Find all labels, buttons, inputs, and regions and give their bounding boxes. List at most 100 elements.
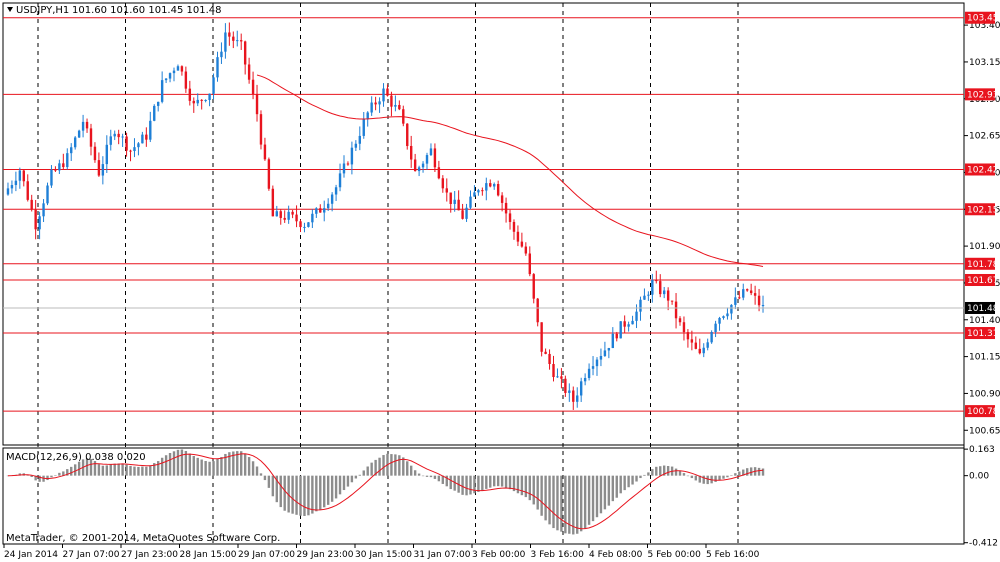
macd-bar <box>742 469 745 476</box>
candle-body <box>311 213 314 223</box>
macd-bar <box>647 472 650 476</box>
candle-body <box>109 136 112 145</box>
macd-bar <box>678 470 682 476</box>
macd-bar <box>659 466 662 476</box>
macd-bar <box>674 468 678 476</box>
level-label: 102.15 <box>967 205 999 215</box>
candle-body <box>659 281 662 295</box>
candle-body <box>627 324 630 327</box>
candle-body <box>346 163 350 165</box>
macd-bar <box>666 466 670 476</box>
macd-bar <box>145 466 148 476</box>
candle-body <box>160 80 164 102</box>
candle-body <box>587 368 591 378</box>
macd-bar <box>279 475 282 508</box>
macd-bar <box>176 449 180 476</box>
candle-body <box>651 279 654 295</box>
macd-bar <box>283 475 286 511</box>
macd-bar <box>394 454 397 476</box>
candle-body <box>113 133 116 137</box>
macd-bar <box>718 475 721 481</box>
candle-body <box>149 120 152 140</box>
candle-body <box>287 211 290 220</box>
candle-body <box>611 333 615 349</box>
macd-bar <box>315 475 318 512</box>
triangle-down-icon[interactable] <box>7 7 13 12</box>
candle-body <box>738 297 741 299</box>
candle-body <box>694 342 698 349</box>
macd-bar <box>319 475 322 510</box>
macd-bar <box>164 455 168 476</box>
candle-body <box>532 274 535 299</box>
macd-bar <box>722 475 725 479</box>
candle-body <box>576 395 579 402</box>
candle-body <box>97 160 101 176</box>
time-tick-label: 31 Jan 07:00 <box>414 550 471 560</box>
ohlc-readout: 101.60 101.60 101.45 101.48 <box>72 5 222 16</box>
candle-body <box>631 320 634 325</box>
macd-bar <box>465 475 468 496</box>
candle-body <box>378 101 381 105</box>
candle-body <box>240 40 243 42</box>
candle-body <box>742 289 745 298</box>
macd-bar <box>512 475 516 492</box>
macd-bar <box>619 475 622 494</box>
macd-bar <box>366 466 369 476</box>
macd-bar <box>85 458 89 476</box>
candle-body <box>572 390 575 402</box>
candle-body <box>746 289 749 291</box>
macd-bar <box>417 473 421 476</box>
candle-body <box>370 102 373 113</box>
macd-bar <box>524 475 528 498</box>
time-tick-label: 30 Jan 15:00 <box>355 550 412 560</box>
level-label-bg <box>965 203 995 216</box>
candle-body <box>38 216 41 230</box>
candle-body <box>674 301 678 319</box>
level-label-bg <box>965 405 995 418</box>
macd-bar <box>576 475 579 534</box>
candle-body <box>291 211 294 215</box>
macd-bar <box>240 451 243 476</box>
macd-bar <box>540 475 543 516</box>
macd-panel <box>2 447 965 545</box>
macd-bar <box>469 475 472 495</box>
candle-body <box>603 350 607 356</box>
candle-body <box>734 297 737 305</box>
macd-bar <box>635 475 638 482</box>
macd-bar <box>568 475 571 534</box>
macd-bar <box>228 452 231 476</box>
macd-bar <box>536 475 539 510</box>
macd-bar <box>54 475 57 476</box>
candle-body <box>394 104 397 107</box>
candle-body <box>30 199 33 210</box>
candle-body <box>180 66 184 72</box>
price-tick-label: 101.40 <box>969 316 1000 326</box>
candle-body <box>295 214 298 222</box>
macd-bar <box>334 475 338 499</box>
candle-body <box>228 32 231 37</box>
candle-body <box>192 100 195 104</box>
candle-body <box>334 187 338 195</box>
candle-body <box>449 192 452 204</box>
candle-body <box>307 222 310 227</box>
candle-body <box>10 185 14 189</box>
macd-bar <box>706 475 709 485</box>
candle-body <box>358 135 362 144</box>
candle-body <box>42 203 45 217</box>
macd-bar <box>70 466 73 476</box>
macd-bar <box>346 475 350 487</box>
level-label: 100.78 <box>967 407 999 417</box>
macd-bar <box>374 459 377 476</box>
macd-bar <box>528 475 531 501</box>
candle-body <box>267 159 271 189</box>
macd-bar <box>378 457 381 476</box>
macd-bar <box>259 473 263 476</box>
horizontal-levels[interactable] <box>3 17 964 412</box>
macd-bar <box>544 475 547 521</box>
candle-body <box>753 293 757 296</box>
macd-bar <box>255 466 259 476</box>
macd-bar <box>295 475 298 515</box>
price-panel <box>2 2 965 446</box>
macd-bar <box>607 475 611 506</box>
